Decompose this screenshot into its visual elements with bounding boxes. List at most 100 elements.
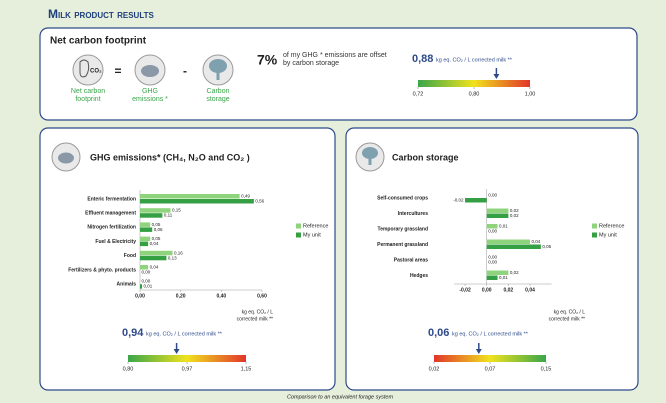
bar <box>486 213 509 218</box>
category-label: Fertilizers & phyto. products <box>68 267 136 273</box>
gauge-tick-label: 0,80 <box>469 91 480 97</box>
category-label: Food <box>124 253 136 259</box>
bar <box>140 208 171 213</box>
footprint-label: GHG emissions * <box>132 88 168 103</box>
marker-head <box>493 74 500 79</box>
bar <box>140 265 149 270</box>
icon-text: CO₂ <box>90 69 102 75</box>
cloud-shape <box>58 152 74 164</box>
marker-head <box>475 349 482 354</box>
bar <box>465 198 487 203</box>
value-label: 0,00 <box>488 192 497 197</box>
bar <box>486 244 541 249</box>
gauge-bar <box>418 80 530 87</box>
tree-trunk <box>368 158 372 165</box>
value-label: 0,00 <box>142 279 151 284</box>
value-label: 0,00 <box>142 269 151 274</box>
chart-title: GHG emissions* (CH₄, N₂O and CO₂ ) <box>90 152 250 162</box>
category-label: Pastoral areas <box>394 257 428 263</box>
x-axis-label: corrected milk ** <box>549 316 585 322</box>
category-label: Intercultures <box>398 211 429 217</box>
value-label: 0,04 <box>532 239 541 244</box>
value-label: 0,00 <box>488 228 497 233</box>
storage-panel <box>345 127 639 391</box>
gauge-tick-label: 0,02 <box>429 366 440 372</box>
chart-title: Carbon storage <box>392 152 459 162</box>
gauge-marker <box>173 343 180 354</box>
gauge-unit: kg eq. CO₂ / L corrected milk ** <box>436 57 513 63</box>
category-label: Temporary grassland <box>378 226 428 232</box>
x-axis-label: kg eq. CO₂ / L <box>554 309 586 315</box>
value-label: 0,02 <box>510 208 519 213</box>
bar <box>140 199 254 204</box>
category-label: Animals <box>117 282 137 288</box>
bar <box>140 241 149 247</box>
x-tick-label: 0,00 <box>135 293 145 299</box>
tree-trunk <box>216 72 220 80</box>
legend-swatch <box>296 223 301 229</box>
gauge-tick-label: 0,97 <box>182 366 193 372</box>
legend-label: My unit <box>599 232 617 238</box>
value-label: 0,04 <box>150 241 159 246</box>
x-tick-label: 0,04 <box>525 287 535 293</box>
value-label: 0,02 <box>510 270 519 275</box>
bar <box>140 284 143 289</box>
category-label: Nitrogen fertilization <box>87 225 136 231</box>
gauge-unit: kg eq. CO₂ / L corrected milk ** <box>452 331 529 337</box>
value-label: 0,01 <box>144 284 153 289</box>
gauge-marker <box>475 343 482 354</box>
offset-text: of my GHG * emissions are offset by carb… <box>283 52 387 67</box>
gauge-tick-label: 0,15 <box>541 366 552 372</box>
foot-shape <box>79 59 90 78</box>
category-label: Self-consumed crops <box>377 195 428 201</box>
tree-crown <box>209 59 227 73</box>
x-tick-label: -0,02 <box>459 287 471 293</box>
value-label: 0,16 <box>174 250 183 255</box>
value-label: 0,05 <box>152 236 161 241</box>
bar <box>140 255 167 261</box>
value-label: 0,11 <box>164 213 173 218</box>
category-label: Enteric fermentation <box>87 196 136 202</box>
gauge-tick-label: 0,80 <box>123 366 134 372</box>
footer: Comparison to an equivalent forage syste… <box>287 394 394 400</box>
footprint-label: Net carbon footprint <box>70 88 106 103</box>
gauge-bar <box>128 355 246 362</box>
gauge-tick-label: 1,15 <box>241 366 252 372</box>
page-title: Milk product results <box>48 7 155 21</box>
category-label: Effluent management <box>85 211 136 217</box>
x-axis-label: kg eq. CO₂ / L <box>242 309 274 315</box>
legend-label: Reference <box>599 223 624 229</box>
operator: = <box>114 64 121 78</box>
value-label: -0,02 <box>453 197 464 202</box>
category-label: Permanent grassland <box>377 242 428 248</box>
legend-label: My unit <box>303 232 321 238</box>
bar <box>486 208 509 213</box>
value-label: 0,05 <box>152 222 161 227</box>
value-label: 0,15 <box>172 208 181 213</box>
value-label: 0,00 <box>488 259 497 264</box>
gauge-tick-label: 0,07 <box>485 366 496 372</box>
cloud-shape <box>141 65 159 77</box>
value-label: 0,13 <box>168 255 177 260</box>
value-label: 0,00 <box>488 254 497 259</box>
bar <box>486 224 498 229</box>
tree-crown <box>362 147 378 159</box>
bar <box>486 270 509 275</box>
gauge-value: 0,94 <box>122 327 144 339</box>
gauge-tick-label: 1,00 <box>525 91 536 97</box>
gauge-bar <box>434 355 546 362</box>
x-tick-label: 0,40 <box>216 293 226 299</box>
value-label: 0,05 <box>542 244 551 249</box>
panel-title: Net carbon footprint <box>50 36 147 47</box>
bar <box>140 227 153 232</box>
top-panel <box>39 27 638 121</box>
gauge-value: 0,88 <box>412 53 433 65</box>
gauge-tick-label: 0,72 <box>413 91 424 97</box>
footprint-label: Carbon storage <box>206 88 230 103</box>
legend-swatch <box>296 232 301 238</box>
x-tick-label: 0,02 <box>503 287 513 293</box>
bar <box>140 194 240 199</box>
value-label: 0,56 <box>255 198 264 203</box>
bar <box>140 213 163 218</box>
